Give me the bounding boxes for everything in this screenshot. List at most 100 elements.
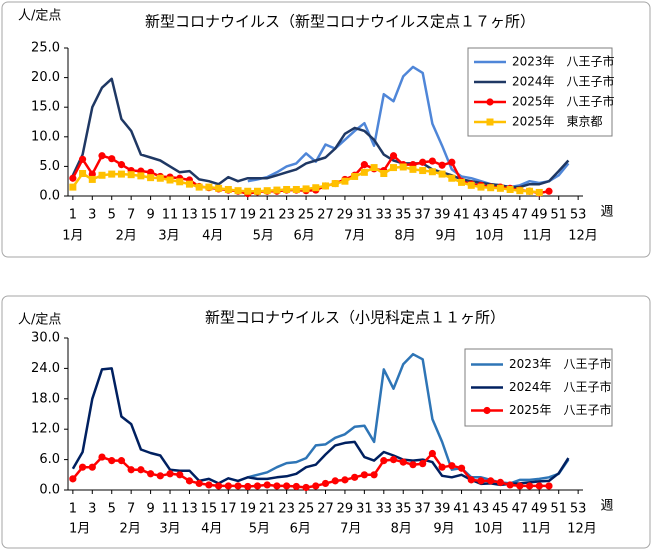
data-point (253, 482, 262, 490)
data-point (273, 186, 281, 194)
series-line (71, 367, 570, 487)
x-tick-label: 47 (512, 502, 529, 517)
chart-title: 新型コロナウイルス（小児科定点１１ヶ所） (205, 309, 505, 327)
data-point (147, 174, 155, 182)
series (71, 367, 570, 487)
x-tick-label: 11 (162, 208, 179, 223)
data-point (526, 187, 534, 195)
month-label: 9月 (433, 522, 454, 537)
data-point (88, 463, 96, 471)
x-tick-label: 19 (239, 502, 256, 517)
x-tick-label: 35 (395, 502, 412, 517)
data-point (137, 172, 145, 180)
x-tick-label: 45 (492, 502, 509, 517)
data-point (419, 158, 427, 166)
month-label: 11月 (522, 522, 552, 537)
data-point (428, 157, 436, 165)
x-tick-label: 41 (453, 208, 470, 223)
data-point (390, 164, 398, 172)
month-label: 1月 (62, 229, 83, 244)
month-label: 6月 (293, 229, 314, 244)
data-point (457, 464, 466, 472)
y-tick-label: 0.0 (39, 189, 60, 204)
data-point (302, 185, 310, 193)
data-point (88, 170, 96, 178)
data-point (331, 477, 339, 485)
x-tick-label: 29 (337, 502, 354, 517)
legend-label: 2024年 八王子市 (512, 74, 615, 89)
data-point (69, 475, 77, 483)
data-point (535, 188, 543, 196)
month-label: 3月 (159, 522, 180, 537)
data-point (438, 170, 446, 178)
month-label: 4月 (202, 229, 223, 244)
data-point (516, 187, 524, 195)
y-tick-label: 5.0 (39, 159, 60, 174)
y-tick-label: 12.0 (31, 422, 60, 437)
data-point (166, 176, 174, 184)
x-tick-label: 47 (512, 208, 529, 223)
data-point (380, 170, 388, 178)
x-tick-label: 27 (317, 502, 334, 517)
x-tick-label: 43 (473, 208, 490, 223)
data-point (195, 479, 203, 488)
x-tick-label: 23 (278, 502, 295, 517)
legend-label: 2023年 八王子市 (512, 54, 615, 69)
month-label: 8月 (395, 229, 416, 244)
data-point (399, 163, 407, 171)
data-point (535, 482, 543, 490)
data-point (215, 184, 223, 192)
data-point (205, 481, 213, 489)
data-point (448, 158, 456, 166)
legend-label: 2024年 八王子市 (509, 379, 612, 394)
x-tick-label: 9 (146, 502, 154, 517)
data-point (341, 177, 349, 185)
y-tick-label: 10.0 (31, 129, 60, 144)
data-point (263, 481, 271, 489)
data-point (176, 178, 184, 186)
legend-label: 2025年 八王子市 (512, 94, 615, 109)
x-tick-label: 25 (298, 502, 315, 517)
data-point (506, 185, 514, 193)
data-point (78, 463, 87, 471)
x-tick-label: 17 (220, 208, 237, 223)
data-point (185, 477, 194, 485)
y-tick-label: 25.0 (31, 41, 60, 56)
y-tick-label: 0.0 (39, 483, 60, 498)
data-point (525, 482, 534, 490)
data-point (389, 152, 398, 160)
data-point (477, 183, 485, 191)
y-axis-label: 人/定点 (18, 313, 61, 328)
month-label: 12月 (567, 522, 597, 537)
x-tick-label: 53 (570, 502, 587, 517)
chart-title: 新型コロナウイルス（新型コロナウイルス定点１７ヶ所） (145, 13, 535, 31)
month-label: 2月 (120, 522, 141, 537)
x-tick-label: 15 (201, 502, 218, 517)
legend-label: 2025年 八王子市 (509, 402, 612, 417)
data-point (78, 155, 87, 163)
data-point (79, 170, 87, 178)
data-point (146, 470, 155, 478)
x-tick-label: 51 (550, 208, 567, 223)
data-point (419, 460, 427, 468)
data-point (108, 170, 116, 178)
x-axis-label: 週 (600, 205, 613, 220)
data-point (380, 457, 388, 465)
month-label: 12月 (568, 229, 598, 244)
x-tick-label: 51 (550, 502, 567, 517)
data-point (370, 471, 378, 479)
x-axis-label: 週 (600, 499, 613, 514)
x-tick-label: 53 (570, 208, 587, 223)
month-label: 8月 (391, 522, 412, 537)
data-point (69, 174, 77, 182)
x-tick-label: 1 (69, 502, 77, 517)
data-point (341, 476, 349, 484)
y-tick-label: 18.0 (31, 391, 60, 406)
data-point (496, 184, 504, 192)
data-point (146, 168, 155, 176)
data-point (273, 482, 281, 490)
legend-label: 2023年 八王子市 (509, 356, 612, 371)
x-tick-label: 17 (220, 502, 237, 517)
data-point (370, 164, 378, 172)
series (247, 352, 570, 485)
